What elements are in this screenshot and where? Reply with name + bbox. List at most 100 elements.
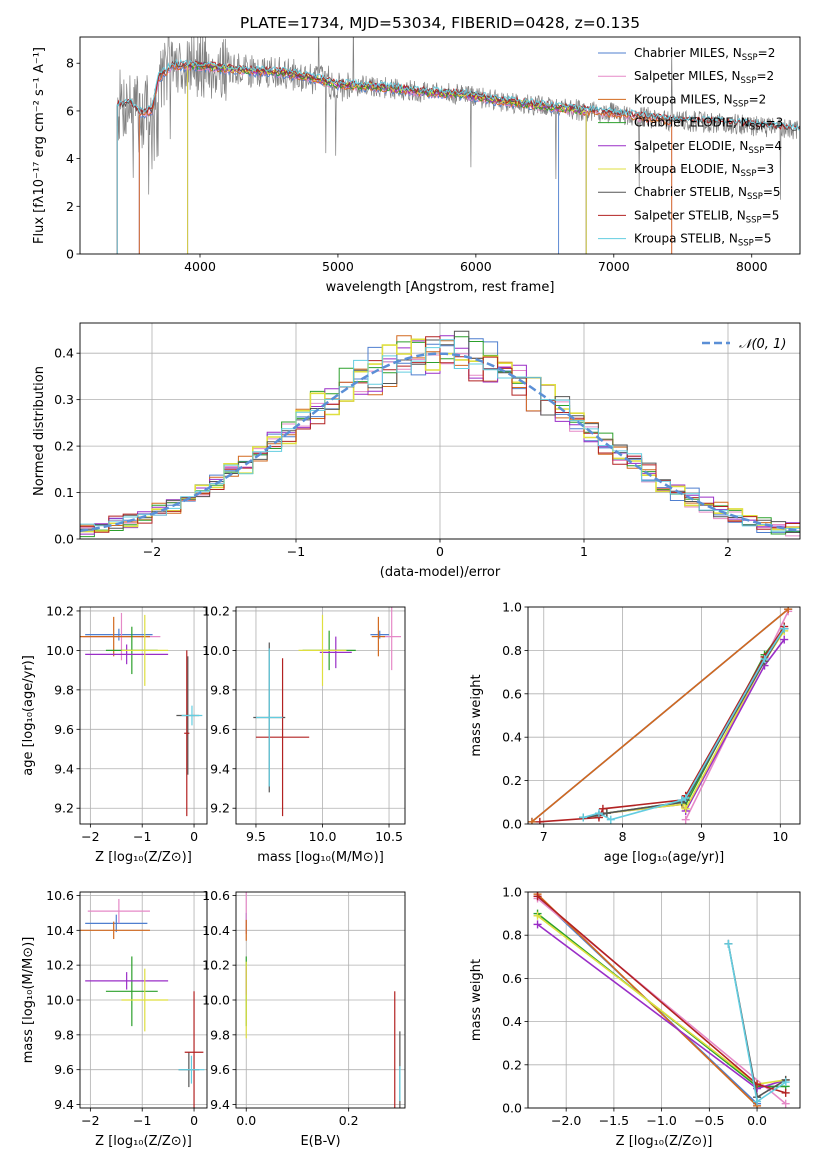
weight-marker (681, 815, 690, 824)
y-tick-label: 9.8 (210, 1027, 230, 1042)
x-tick-label: −0.5 (694, 1113, 724, 1128)
axes-frame (527, 606, 801, 825)
y-tick-label: 10.0 (202, 643, 230, 658)
model-spectrum-4 (187, 62, 587, 254)
errorbar-point-3 (80, 921, 150, 940)
axes-frame (235, 891, 406, 1109)
x-tick-label: −2 (81, 1113, 99, 1128)
y-tick-label: 0.0 (54, 532, 74, 547)
legend-label-main: Salpeter STELIB, N (634, 208, 746, 222)
errorbar-point-8 (255, 658, 310, 817)
x-tick-label: −2 (143, 544, 161, 559)
axes-frame (527, 891, 801, 1109)
y-tick-label: 10.6 (46, 888, 74, 903)
errorbar-point-2 (87, 898, 150, 924)
x-tick-label: 0 (190, 829, 198, 844)
legend-label-sub: SSP (747, 192, 763, 202)
weight-marker (780, 635, 789, 644)
errorbar-point-3 (371, 616, 386, 657)
y-axis-label: mass [log₁₀(M/M⊙)] (21, 937, 36, 1064)
errorbar-point-5 (85, 972, 169, 990)
legend-label-tail: =4 (764, 139, 782, 153)
y-axis-label: age [log₁₀(age/yr)] (21, 655, 36, 776)
plot-area (253, 607, 402, 817)
x-axis-label: mass [log₁₀(M/M⊙)] (257, 850, 384, 865)
x-tick-label: 1 (580, 544, 588, 559)
y-tick-label: 1.0 (502, 600, 522, 615)
y-axis-label: mass weight (469, 959, 484, 1041)
legend-label-main: Chabrier MILES, N (634, 46, 742, 60)
x-tick-label: 2 (724, 544, 732, 559)
legend-label-tail: =2 (758, 46, 776, 60)
legend-label-tail: =5 (763, 185, 781, 199)
y-tick-label: 10.4 (202, 923, 230, 938)
y-tick-label: 9.6 (210, 1062, 230, 1077)
x-tick-label: 7 (540, 829, 548, 844)
errorbar-point-9 (178, 1055, 205, 1084)
y-tick-label: 0.2 (54, 439, 74, 454)
errorbar-point-4 (105, 956, 158, 1027)
legend-label-tail: =2 (756, 69, 774, 83)
panel-age-vs-mass: 9.5 10.0 10.5 9.2 9.4 9.6 9.8 10.0 10.2 mass [log… (202, 603, 406, 865)
errorbar-point-1 (85, 628, 153, 641)
x-axis-label: E(B-V) (300, 1134, 340, 1149)
plot-area (80, 898, 205, 1108)
y-tick-label: 2 (66, 199, 74, 214)
y-tick-label: 10.6 (202, 888, 230, 903)
panel-mass-weight-vs-age: 7 8 9 10 0.0 0.2 0.4 0.6 0.8 1.0 age [log₁₀(age/yr… (469, 600, 801, 865)
y-tick-label: 9.6 (210, 722, 230, 737)
x-axis-label: age [log₁₀(age/yr)] (604, 850, 725, 865)
x-tick-label: 4000 (184, 259, 216, 274)
residual-histogram-9 (80, 339, 800, 532)
legend-label-main: Kroupa MILES, N (634, 92, 733, 106)
x-tick-label: 9.5 (246, 829, 266, 844)
legend-label-main: Kroupa ELODIE, N (634, 162, 741, 176)
x-tick-label: −1.5 (599, 1113, 629, 1128)
weight-marker (681, 804, 690, 813)
weight-marker (533, 911, 542, 920)
y-tick-label: 9.6 (54, 1062, 74, 1077)
legend-label-main: Chabrier STELIB, N (634, 185, 747, 199)
errorbar-point-6 (121, 614, 169, 686)
weight-marker (606, 815, 615, 824)
errorbar-point-2 (382, 607, 402, 671)
weight-marker (594, 809, 603, 818)
y-axis-label: Flux [fλ10⁻¹⁷ erg cm⁻² s⁻¹ A⁻¹] (32, 47, 47, 244)
x-axis-label: wavelength [Angstrom, rest frame] (326, 280, 555, 295)
y-tick-label: 9.8 (210, 682, 230, 697)
y-tick-label: 0.8 (502, 928, 522, 943)
weight-marker (535, 817, 544, 824)
weight-marker (781, 1088, 790, 1097)
x-axis-label: Z [log₁₀(Z/Z⊙)] (95, 1134, 192, 1149)
y-tick-label: 0.4 (502, 1014, 522, 1029)
axes-frame (79, 606, 208, 825)
y-tick-label: 0.2 (502, 1057, 522, 1072)
weight-marker (533, 892, 542, 901)
y-tick-label: 0.8 (502, 643, 522, 658)
weight-marker (784, 607, 793, 614)
x-tick-label: 5000 (322, 259, 354, 274)
axes-frame (79, 322, 801, 540)
panel-mass-vs-ebv: 0.0 0.2 9.4 9.6 9.8 10.0 10.2 10.4 10.6 E(B-V) (202, 888, 406, 1149)
errorbar-point-1 (370, 630, 390, 639)
legend-label-sub: SSP (741, 76, 757, 86)
legend-label-2: Salpeter MILES, NSSP=2 (634, 69, 774, 86)
x-tick-label: 0.2 (339, 1113, 359, 1128)
weight-marker (780, 624, 789, 633)
legend-label-sub: SSP (741, 169, 757, 179)
legend-label-normal: 𝒩(0, 1) (739, 337, 786, 352)
panel-residuals: −2 −1 0 1 2 0.0 0.1 0.2 0.3 0.4 (data-model)/error… (32, 322, 801, 580)
legend-label-tail: =2 (749, 92, 767, 106)
errorbar-point-5 (85, 644, 169, 665)
plot-area (245, 892, 401, 1108)
weight-line-8 (539, 626, 785, 823)
y-tick-label: 9.6 (54, 722, 74, 737)
y-tick-label: 0.0 (502, 1101, 522, 1116)
y-tick-label: 0.4 (54, 346, 74, 361)
legend-label-main: Salpeter MILES, N (634, 69, 741, 83)
x-tick-label: 10 (772, 829, 788, 844)
x-tick-label: −1 (133, 829, 151, 844)
y-tick-label: 9.8 (54, 1027, 74, 1042)
legend-label-7: Chabrier STELIB, NSSP=5 (634, 185, 781, 202)
